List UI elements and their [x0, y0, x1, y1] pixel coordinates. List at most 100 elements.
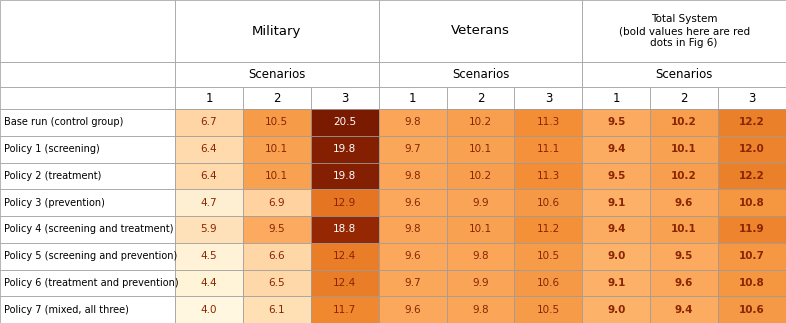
Text: 10.6: 10.6: [739, 305, 765, 315]
Bar: [582, 109, 650, 136]
Bar: [582, 269, 650, 296]
Text: 10.2: 10.2: [671, 171, 697, 181]
Bar: [243, 109, 310, 136]
Bar: [243, 296, 310, 323]
Text: 9.6: 9.6: [675, 278, 693, 288]
Bar: [582, 162, 650, 189]
Text: 9.0: 9.0: [607, 251, 626, 261]
Bar: [515, 87, 582, 109]
Text: 10.1: 10.1: [671, 224, 697, 234]
Bar: [310, 162, 379, 189]
Bar: [718, 216, 786, 243]
Bar: [175, 162, 243, 189]
Text: 10.1: 10.1: [469, 224, 492, 234]
Bar: [515, 216, 582, 243]
Text: 10.5: 10.5: [537, 251, 560, 261]
Text: 10.5: 10.5: [265, 117, 288, 127]
Bar: [650, 87, 718, 109]
Text: 9.6: 9.6: [675, 198, 693, 208]
Text: 11.1: 11.1: [537, 144, 560, 154]
Text: Scenarios: Scenarios: [656, 68, 713, 81]
Text: 9.1: 9.1: [607, 198, 626, 208]
Bar: [446, 136, 515, 162]
Text: 10.8: 10.8: [739, 198, 765, 208]
Text: 10.8: 10.8: [739, 278, 765, 288]
Bar: [515, 109, 582, 136]
Text: Policy 6 (treatment and prevention): Policy 6 (treatment and prevention): [4, 278, 178, 288]
Text: Policy 7 (mixed, all three): Policy 7 (mixed, all three): [4, 305, 129, 315]
Bar: [446, 189, 515, 216]
Text: 9.7: 9.7: [404, 278, 421, 288]
Text: 20.5: 20.5: [333, 117, 356, 127]
Bar: [650, 189, 718, 216]
Text: 11.9: 11.9: [740, 224, 765, 234]
Bar: [718, 109, 786, 136]
Text: 3: 3: [748, 91, 756, 105]
Bar: [650, 162, 718, 189]
Bar: [310, 296, 379, 323]
Bar: [650, 243, 718, 269]
Text: 9.8: 9.8: [404, 171, 421, 181]
Text: 19.8: 19.8: [333, 144, 356, 154]
Text: 10.2: 10.2: [469, 171, 492, 181]
Text: Military: Military: [252, 25, 302, 37]
Bar: [446, 243, 515, 269]
Bar: [0, 87, 175, 109]
Text: 10.7: 10.7: [739, 251, 765, 261]
Text: 1: 1: [409, 91, 417, 105]
Text: 9.4: 9.4: [675, 305, 693, 315]
Text: 9.4: 9.4: [607, 144, 626, 154]
Bar: [582, 136, 650, 162]
Text: 9.0: 9.0: [607, 305, 626, 315]
Text: 12.2: 12.2: [739, 117, 765, 127]
Bar: [243, 243, 310, 269]
Text: 12.4: 12.4: [333, 251, 356, 261]
Text: 3: 3: [341, 91, 348, 105]
Text: 9.5: 9.5: [607, 171, 626, 181]
Bar: [175, 243, 243, 269]
Bar: [650, 109, 718, 136]
Text: 18.8: 18.8: [333, 224, 356, 234]
Bar: [310, 243, 379, 269]
Text: 12.2: 12.2: [739, 171, 765, 181]
Text: 12.9: 12.9: [333, 198, 356, 208]
Bar: [718, 243, 786, 269]
Bar: [379, 109, 446, 136]
Bar: [718, 162, 786, 189]
Bar: [175, 136, 243, 162]
Text: 2: 2: [681, 91, 688, 105]
Bar: [243, 87, 310, 109]
Text: 6.5: 6.5: [269, 278, 285, 288]
Text: 10.6: 10.6: [537, 198, 560, 208]
Bar: [582, 216, 650, 243]
Text: 2: 2: [477, 91, 484, 105]
Text: 19.8: 19.8: [333, 171, 356, 181]
Bar: [446, 109, 515, 136]
Text: 11.3: 11.3: [537, 171, 560, 181]
Text: Policy 1 (screening): Policy 1 (screening): [4, 144, 100, 154]
Bar: [243, 216, 310, 243]
Text: 9.1: 9.1: [607, 278, 626, 288]
Bar: [0, 109, 175, 136]
Bar: [650, 296, 718, 323]
Text: 6.4: 6.4: [200, 171, 217, 181]
Bar: [515, 269, 582, 296]
Text: 9.7: 9.7: [404, 144, 421, 154]
Bar: [650, 136, 718, 162]
Bar: [379, 62, 582, 87]
Text: 10.2: 10.2: [671, 117, 697, 127]
Bar: [0, 216, 175, 243]
Bar: [718, 87, 786, 109]
Bar: [515, 136, 582, 162]
Bar: [582, 189, 650, 216]
Bar: [446, 269, 515, 296]
Bar: [718, 136, 786, 162]
Bar: [379, 162, 446, 189]
Bar: [310, 269, 379, 296]
Text: Policy 2 (treatment): Policy 2 (treatment): [4, 171, 101, 181]
Text: 9.6: 9.6: [404, 198, 421, 208]
Bar: [582, 296, 650, 323]
Bar: [175, 269, 243, 296]
Bar: [310, 136, 379, 162]
Text: 3: 3: [545, 91, 552, 105]
